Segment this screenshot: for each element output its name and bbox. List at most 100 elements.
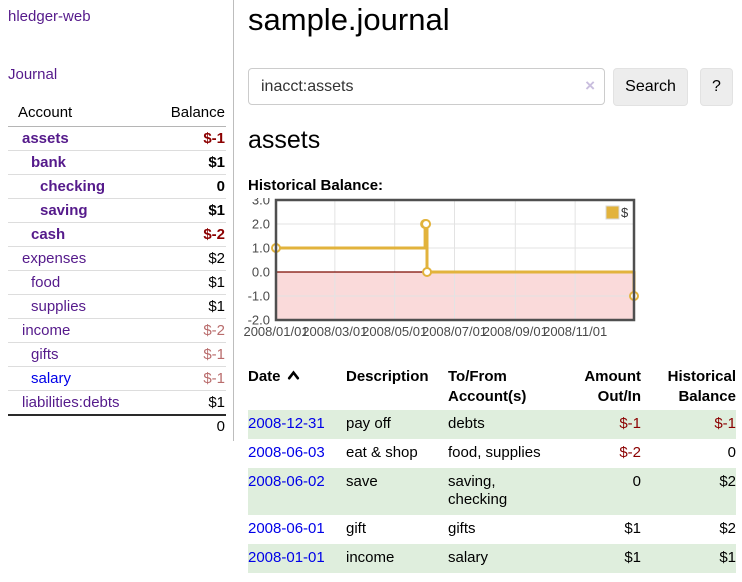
account-row: food $1 xyxy=(8,270,226,295)
svg-text:2.0: 2.0 xyxy=(252,217,270,232)
account-balance: 0 xyxy=(145,174,226,199)
transaction-row: 2008-01-01 income salary $1 $1 xyxy=(248,543,736,573)
account-row: saving $1 xyxy=(8,198,226,223)
account-link-salary[interactable]: salary xyxy=(31,370,72,387)
svg-text:-2.0: -2.0 xyxy=(248,313,270,328)
account-link-food[interactable]: food xyxy=(31,274,61,291)
svg-text:3.0: 3.0 xyxy=(252,198,270,208)
account-link-assets[interactable]: assets xyxy=(22,130,69,147)
sidebar-item-journal[interactable]: Journal xyxy=(8,66,58,83)
account-link-income[interactable]: income xyxy=(22,322,71,339)
account-link-bank[interactable]: bank xyxy=(31,154,67,171)
account-row: cash $-2 xyxy=(8,222,226,247)
svg-text:1.0: 1.0 xyxy=(252,241,270,256)
sort-ascending-icon xyxy=(287,370,299,380)
svg-text:2008/01/01: 2008/01/01 xyxy=(244,324,309,339)
chart-canvas: 3.0 2.0 1.0 0.0 -1.0 -2.02008/01/012008/03/01… xyxy=(243,193,639,339)
accounts-column-header: To/From Account(s) xyxy=(448,368,527,405)
balance-column-header-main: Historical Balance xyxy=(667,368,736,405)
account-link-expenses[interactable]: expenses xyxy=(22,250,87,267)
transaction-row: 2008-06-03 eat & shop food, supplies $-2 0 xyxy=(248,439,736,468)
transaction-description: pay off xyxy=(346,415,391,432)
description-column-header: Description xyxy=(346,368,429,385)
register-body: 2008-12-31 pay off debts $-1 $-1 2008-06-03 ea… xyxy=(248,410,736,573)
account-tree-body: assets $-1 bank $1 checking 0 saving $1 cash $-2 e… xyxy=(8,126,226,416)
account-link-saving[interactable]: saving xyxy=(40,202,88,219)
account-link-cash[interactable]: cash xyxy=(31,226,66,243)
transaction-date-link[interactable]: 2008-06-02 xyxy=(248,472,325,490)
account-balance: $-2 xyxy=(145,222,226,247)
transaction-row: 2008-12-31 pay off debts $-1 $-1 xyxy=(248,410,736,439)
transaction-accounts: gifts xyxy=(448,520,476,537)
account-total-balance: 0 xyxy=(145,414,226,438)
transaction-balance: 0 xyxy=(727,443,736,461)
historical-balance-chart: 3.0 2.0 1.0 0.0 -1.0 -2.0 2008/01/01 2008/03/01… xyxy=(243,193,644,344)
date-column-header[interactable]: Date xyxy=(248,363,346,410)
account-tree-table: Account Balance assets $-1 bank $1 checking 0… xyxy=(8,100,226,438)
account-link-checking[interactable]: checking xyxy=(40,178,106,195)
page-title: sample.journal xyxy=(248,2,450,37)
account-row: liabilities:debts $1 xyxy=(8,390,226,416)
account-row: assets $-1 xyxy=(8,126,226,151)
transaction-date-link[interactable]: 2008-06-03 xyxy=(248,443,325,461)
account-link-liabilities-debts[interactable]: liabilities:debts xyxy=(22,394,120,411)
main-content: sample.journal × Search ? assets Histori… xyxy=(243,0,742,582)
account-balance: $-1 xyxy=(145,366,226,391)
account-row: checking 0 xyxy=(8,174,226,199)
transaction-amount: $1 xyxy=(624,520,641,537)
balance-column-header: Balance xyxy=(145,100,226,127)
account-row: salary $-1 xyxy=(8,366,226,391)
help-button[interactable]: ? xyxy=(700,68,733,106)
account-balance: $1 xyxy=(145,150,226,175)
transaction-date-link[interactable]: 2008-01-01 xyxy=(248,548,325,566)
svg-text:2008/03/01: 2008/03/01 xyxy=(302,324,367,339)
transaction-description: save xyxy=(346,472,378,490)
transaction-balance: $2 xyxy=(719,472,736,490)
transaction-accounts: food, supplies xyxy=(448,443,541,461)
account-link-supplies[interactable]: supplies xyxy=(31,298,87,315)
account-column-header: Account xyxy=(8,100,146,127)
transaction-accounts: salary xyxy=(448,548,489,566)
transaction-row: 2008-06-02 save saving, checking 0 $2 xyxy=(248,467,736,515)
transaction-balance: $1 xyxy=(719,548,736,566)
account-tree-header-row: Account Balance xyxy=(8,100,226,127)
svg-text:0.0: 0.0 xyxy=(252,265,270,280)
svg-text:2008/11/01: 2008/11/01 xyxy=(543,324,607,339)
account-row: income $-2 xyxy=(8,318,226,343)
transaction-amount: 0 xyxy=(632,472,641,490)
transaction-balance: $-1 xyxy=(714,415,736,432)
account-row: supplies $1 xyxy=(8,294,226,319)
transaction-balance: $2 xyxy=(719,520,736,537)
account-balance: $-2 xyxy=(145,318,226,343)
transaction-amount: $1 xyxy=(624,548,641,566)
account-page-title: assets xyxy=(248,126,321,154)
search-form: × Search ? xyxy=(248,68,742,106)
account-row: expenses $2 xyxy=(8,246,226,271)
svg-text:$: $ xyxy=(621,205,629,220)
transaction-date-link[interactable]: 2008-12-31 xyxy=(248,415,325,432)
transaction-description: eat & shop xyxy=(346,443,418,461)
transaction-accounts: debts xyxy=(448,415,485,432)
svg-text:-1.0: -1.0 xyxy=(248,289,270,304)
account-balance: $1 xyxy=(145,294,226,319)
svg-text:2008/05/01: 2008/05/01 xyxy=(362,324,427,339)
transaction-row: 2008-06-01 gift gifts $1 $2 xyxy=(248,515,736,544)
account-link-gifts[interactable]: gifts xyxy=(31,346,59,363)
account-balance: $-1 xyxy=(145,342,226,367)
search-button[interactable]: Search xyxy=(613,68,688,106)
account-balance: $1 xyxy=(145,390,226,416)
account-balance: $1 xyxy=(145,198,226,223)
app-title-link[interactable]: hledger-web xyxy=(8,8,91,25)
transaction-amount: $-1 xyxy=(619,415,641,432)
amount-column-header: Amount Out/In xyxy=(584,368,641,405)
account-balance: $-1 xyxy=(145,126,226,151)
account-balance: $2 xyxy=(145,246,226,271)
search-input[interactable] xyxy=(248,68,605,105)
register-table: Date Description To/From Account(s) Amou… xyxy=(248,363,736,573)
clear-search-icon[interactable]: × xyxy=(585,76,595,95)
transaction-accounts: saving, checking xyxy=(448,472,508,509)
transaction-description: income xyxy=(346,548,395,566)
sidebar: hledger-web Journal Account Balance asse… xyxy=(0,0,234,441)
transaction-date-link[interactable]: 2008-06-01 xyxy=(248,520,325,537)
